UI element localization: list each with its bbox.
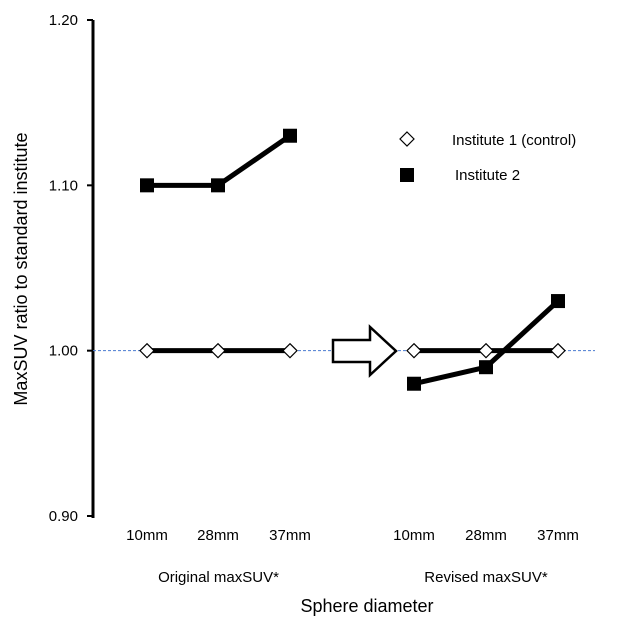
series-line-2 <box>147 133 292 188</box>
x-labels: 10mm 28mm 37mm Original maxSUV* 10mm 28mm 37mm… <box>126 527 579 586</box>
transition-arrow <box>331 324 398 378</box>
x-tick-label: 28mm <box>465 527 507 544</box>
legend-marker-institute-1 <box>399 131 415 147</box>
y-tick-label: 1.10 <box>49 177 78 194</box>
legend-marker-institute-2 <box>400 168 414 182</box>
group-label: Original maxSUV* <box>158 569 279 586</box>
point-institute-1 <box>550 342 566 359</box>
point-institute-2 <box>283 128 297 143</box>
point-institute-2 <box>211 178 225 193</box>
y-tick-label: 0.90 <box>49 508 78 525</box>
legend: Institute 1 (control) Institute 2 <box>399 131 576 184</box>
point-institute-1 <box>210 342 226 359</box>
group-label: Revised maxSUV* <box>424 569 548 586</box>
x-tick-label: 37mm <box>269 527 311 544</box>
series-layer <box>139 128 566 391</box>
point-institute-1 <box>478 342 494 359</box>
x-tick-label: 37mm <box>537 527 579 544</box>
x-tick-label: 28mm <box>197 527 239 544</box>
y-tick-label: 1.00 <box>49 343 78 360</box>
point-institute-2 <box>551 294 565 309</box>
point-institute-1 <box>139 342 155 359</box>
legend-label-institute-1: Institute 1 (control) <box>452 132 576 149</box>
x-tick-label: 10mm <box>126 527 168 544</box>
legend-label-institute-2: Institute 2 <box>455 167 520 184</box>
point-institute-2 <box>407 376 421 391</box>
y-ticks: 0.90 1.00 1.10 1.20 <box>49 12 93 525</box>
y-tick-label: 1.20 <box>49 12 78 29</box>
point-institute-2 <box>140 178 154 193</box>
point-institute-1 <box>282 342 298 359</box>
x-tick-label: 10mm <box>393 527 435 544</box>
y-axis-title: MaxSUV ratio to standard institute <box>11 132 31 405</box>
point-institute-2 <box>479 360 493 375</box>
x-axis-title: Sphere diameter <box>300 596 433 616</box>
point-institute-1 <box>406 342 422 359</box>
